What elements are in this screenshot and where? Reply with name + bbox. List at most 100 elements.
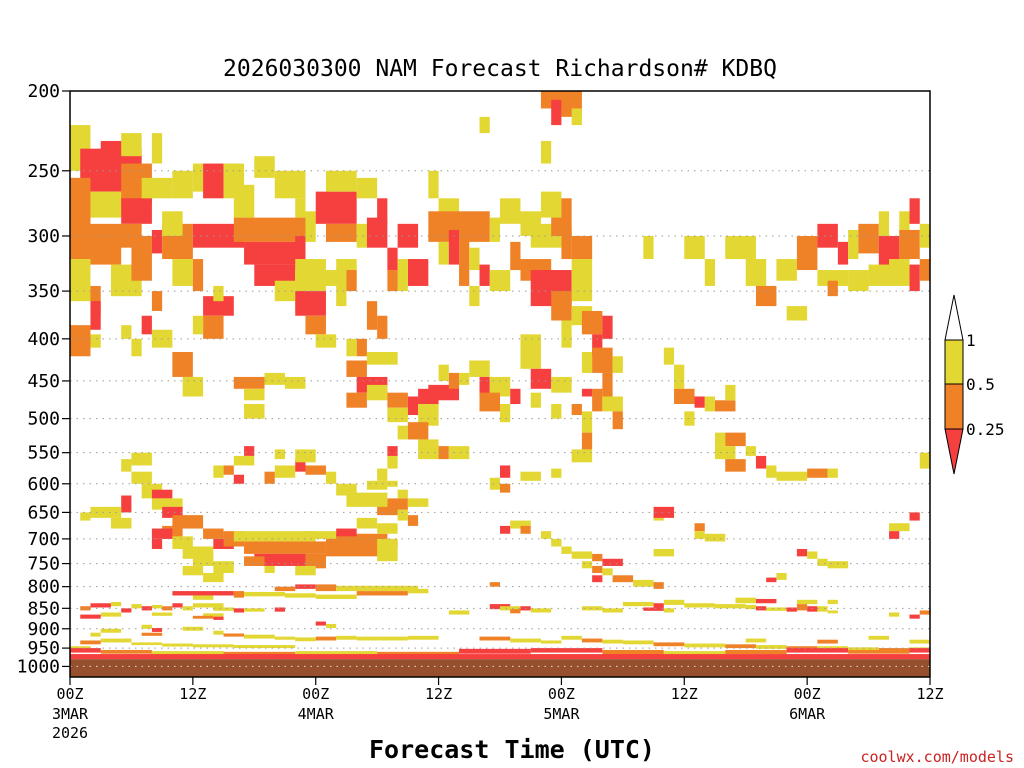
- heatmap-cell: [192, 595, 214, 600]
- heatmap-cell: [223, 633, 245, 637]
- heatmap-cell: [172, 259, 193, 286]
- y-tick-label: 700: [27, 529, 60, 550]
- heatmap-cell: [182, 626, 204, 631]
- heatmap-cell: [725, 235, 756, 260]
- heatmap-cell: [448, 610, 470, 615]
- heatmap-cell: [786, 607, 797, 612]
- heatmap-cell: [561, 635, 582, 640]
- heatmap-cell: [489, 270, 500, 292]
- heatmap-cell: [141, 632, 163, 636]
- heatmap-cell: [90, 301, 101, 330]
- color-legend: 1 0.5 0.25: [944, 294, 1005, 475]
- heatmap-cell: [612, 356, 623, 373]
- heatmap-cell: [387, 407, 408, 423]
- heatmap-cell: [336, 483, 357, 496]
- heatmap-cell: [90, 285, 101, 316]
- heatmap-cell: [653, 548, 675, 557]
- heatmap-cell: [602, 315, 613, 339]
- heatmap-cell: [459, 235, 470, 286]
- heatmap-cell: [274, 170, 306, 199]
- heatmap-cell: [581, 432, 593, 450]
- heatmap-cell: [80, 640, 101, 645]
- heatmap-cell: [653, 582, 664, 589]
- heatmap-cell: [151, 498, 183, 510]
- heatmap-cell: [919, 610, 930, 615]
- x-tick-date: 6MAR: [789, 705, 826, 723]
- heatmap-cell: [817, 223, 838, 248]
- heatmap-cell: [233, 455, 255, 466]
- heatmap-cell: [366, 384, 388, 401]
- heatmap-cell: [315, 191, 357, 224]
- heatmap-cell: [469, 247, 480, 271]
- heatmap-cell: [540, 191, 562, 218]
- y-tick-label: 200: [27, 81, 60, 102]
- heatmap-cell: [295, 449, 316, 463]
- pressure-gridlines: [70, 170, 930, 667]
- heatmap-cell: [592, 334, 603, 357]
- y-tick-label: 250: [27, 161, 60, 182]
- heatmap-cell: [725, 384, 736, 401]
- heatmap-cell: [151, 604, 163, 609]
- heatmap-cell: [100, 628, 122, 633]
- heatmap-cell: [264, 471, 275, 484]
- heatmap-cell: [387, 480, 398, 487]
- y-tick-label: 450: [27, 371, 60, 392]
- heatmap-cell: [315, 636, 337, 641]
- heatmap-cell: [80, 223, 142, 248]
- heatmap-cell: [418, 439, 439, 460]
- heatmap-cell: [807, 551, 818, 559]
- heatmap-cell: [602, 568, 613, 576]
- heatmap-cell: [510, 609, 521, 614]
- heatmap-cell: [90, 632, 101, 637]
- heatmap-cell: [817, 270, 849, 286]
- x-tick-label: 12Z: [916, 685, 943, 703]
- heatmap-cell: [131, 471, 152, 484]
- heatmap-cell: [479, 636, 511, 641]
- heatmap-cell: [192, 644, 234, 648]
- heatmap-cell: [510, 241, 521, 271]
- heatmap-cell: [489, 217, 500, 242]
- heatmap-cell: [315, 594, 357, 599]
- heatmap-cell: [684, 411, 695, 426]
- heatmap-cell: [755, 606, 767, 611]
- heatmap-cell: [581, 561, 593, 569]
- heatmap-cell: [715, 446, 736, 460]
- heatmap-cell: [274, 586, 296, 592]
- heatmap-cell: [919, 452, 930, 469]
- heatmap-cell: [827, 610, 838, 614]
- heatmap-cell: [80, 606, 91, 611]
- heatmap-cell: [592, 553, 603, 562]
- heatmap-cell: [858, 223, 879, 254]
- heatmap-cell: [254, 264, 296, 286]
- heatmap-cell: [909, 198, 920, 224]
- heatmap-cell: [192, 315, 204, 335]
- heatmap-cell: [121, 325, 132, 339]
- x-tick-label: 00Z: [548, 685, 575, 703]
- heatmap-cell: [172, 591, 234, 596]
- heatmap-cell: [827, 280, 838, 297]
- heatmap-cell: [786, 648, 849, 653]
- heatmap-cell: [203, 613, 224, 617]
- heatmap-cell: [223, 465, 234, 475]
- heatmap-cell: [428, 170, 439, 199]
- y-tick-label: 400: [27, 329, 60, 350]
- heatmap-cell: [694, 396, 705, 408]
- heatmap-cell: [909, 614, 920, 619]
- heatmap-cell: [203, 163, 224, 199]
- heatmap-cell: [766, 465, 777, 478]
- heatmap-cell: [520, 351, 541, 369]
- heatmap-cell: [100, 612, 122, 617]
- heatmap-cell: [469, 360, 490, 377]
- heatmap-cell: [315, 584, 337, 592]
- heatmap-cell: [909, 639, 930, 644]
- heatmap-cell: [356, 338, 367, 357]
- heatmap-cell: [418, 400, 439, 426]
- heatmap-cell: [899, 211, 910, 236]
- heatmap-cell: [346, 392, 367, 408]
- heatmap-cell: [581, 388, 593, 397]
- heatmap-cell: [571, 235, 593, 260]
- x-tick-label: 12Z: [671, 685, 698, 703]
- heatmap-cell: [725, 459, 746, 472]
- heatmap-cell: [377, 504, 398, 516]
- heatmap-cell: [489, 477, 500, 490]
